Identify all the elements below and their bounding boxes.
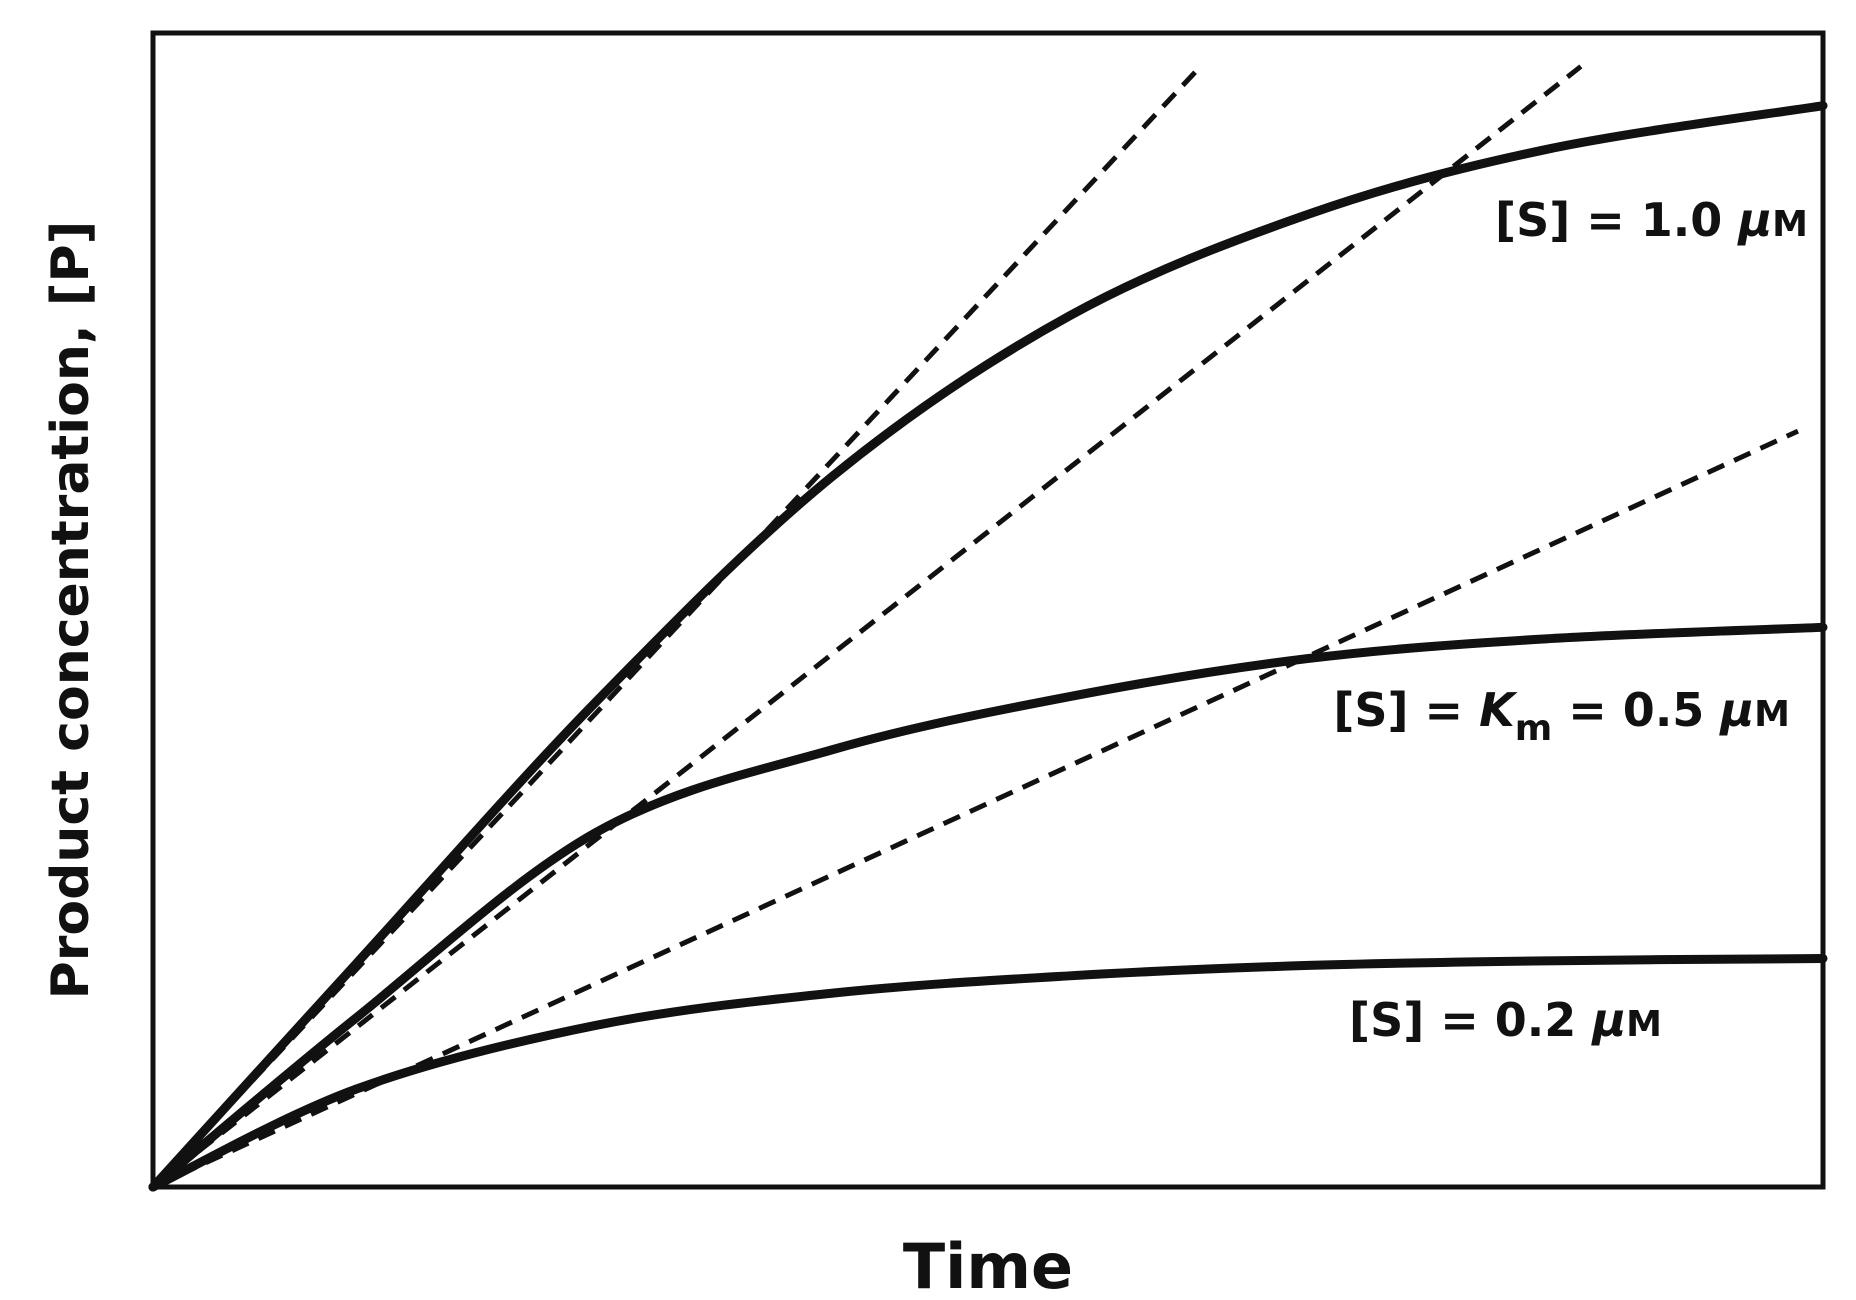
y-axis-label: Product concentration, [P] — [41, 221, 101, 1000]
curve-0 — [148, 101, 1828, 1192]
curve-1 — [148, 622, 1828, 1192]
tangent-line-0 — [151, 70, 1197, 1189]
tangent-lines — [151, 64, 1799, 1190]
label-s-0-2: [S] = 0.2 μM — [1349, 993, 1662, 1047]
plot-frame — [150, 30, 1826, 1190]
label-s-1-0: [S] = 1.0 μM — [1495, 193, 1808, 247]
x-axis-label: Time — [903, 1230, 1073, 1300]
tangent-line-2 — [151, 428, 1799, 1190]
label-s-km-0-5: [S] = Km = 0.5 μM — [1333, 683, 1790, 749]
tangent-line-1 — [151, 64, 1583, 1189]
product-curves — [148, 101, 1828, 1192]
curve-2 — [148, 954, 1828, 1192]
